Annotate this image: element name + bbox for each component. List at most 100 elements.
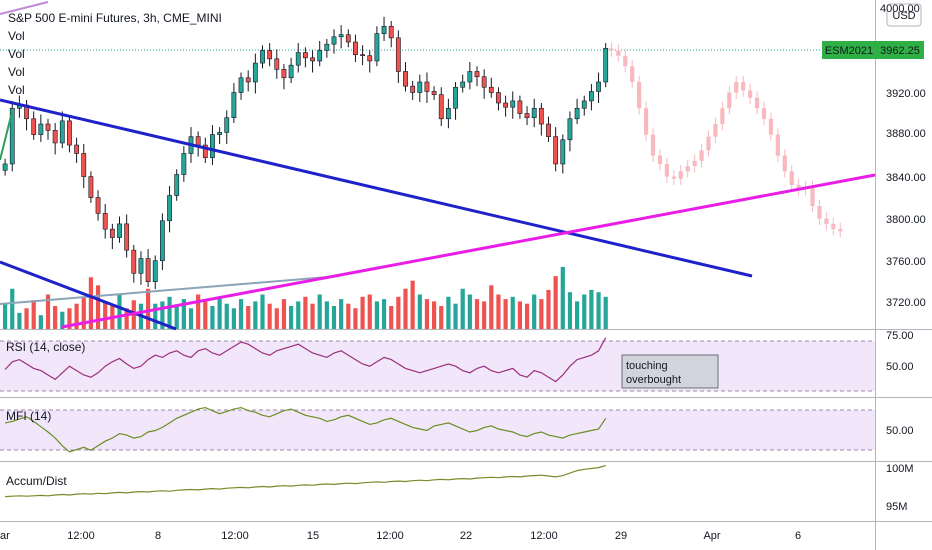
volume-bar [467,294,472,329]
mfi-band [0,410,875,450]
candle [395,30,401,84]
candle [353,34,358,63]
candle [117,216,122,243]
volume-bar [596,292,601,329]
svg-text:overbought: overbought [626,374,681,386]
candle [603,43,609,88]
volume-bar [432,301,437,329]
volume-bar [296,301,301,329]
chart-title: S&P 500 E-mini Futures, 3h, CME_MINI [8,11,222,25]
projection-candle [831,217,836,236]
trendline-magenta[interactable] [61,173,876,329]
candle [195,131,201,157]
volume-bar [324,301,329,329]
candle [574,98,580,125]
projection-candle [650,128,656,162]
volume-bar [331,306,337,329]
candle [345,29,351,48]
projection-candle [748,84,753,105]
candle [567,111,573,152]
trendline-grey[interactable] [0,275,341,305]
projection-candle [817,199,822,225]
volume-bar [45,294,51,329]
volume-bar [482,301,487,329]
projection-candle [616,44,621,63]
rsi-tick-50: 50.00 [886,361,914,373]
volume-bar [532,294,537,329]
candle [131,244,137,283]
volume-bar [88,277,93,329]
candle [474,66,480,87]
volume-bar [439,306,444,329]
volume-bar [160,301,165,329]
volume-bar [181,299,186,329]
candle [138,251,144,285]
volume-bar [460,288,465,329]
volume-bar [246,306,251,329]
volume-bar [153,303,158,329]
price-tick: 3760.00 [886,256,926,268]
candle [281,64,287,90]
volume-bar [317,294,322,329]
projection-candle [637,75,642,115]
candle [431,86,437,100]
ad-tick-95m: 95M [886,501,907,513]
volume-bar [146,288,151,329]
candle [503,95,508,117]
projection-candle [685,159,690,178]
volume-bar [167,296,172,329]
volume-bar [224,303,229,329]
time-tick: 22 [460,530,472,542]
volume-bar [217,296,222,329]
volume-bar [403,288,408,329]
currency-button[interactable]: USD [886,3,922,27]
candle [417,74,423,102]
trendline-blue-upper[interactable] [0,98,753,278]
candle [245,70,251,92]
volume-bar [575,301,580,329]
vol-label-1: Vol [8,29,25,43]
projection-candle [838,222,843,238]
volume-bar [17,312,22,329]
candle [546,116,551,142]
candle [224,110,230,145]
trendline-top-corner[interactable] [0,1,49,15]
candle [496,87,501,111]
scroll-corner[interactable] [876,522,932,550]
price-tick: 3840.00 [886,172,926,184]
volume-bar [103,301,108,329]
candle [174,169,180,201]
trendline-green-stub[interactable] [0,111,13,161]
volume-bar [603,296,608,329]
candle [338,25,344,49]
candle [410,80,416,100]
candle [102,203,108,239]
volume-bar [510,296,515,329]
candle [531,98,537,128]
time-tick: Apr [703,530,720,542]
volume-bar [260,294,265,329]
candle [45,118,51,140]
time-tick: 12:00 [221,530,249,542]
candle [288,57,294,84]
trendline-blue-lower[interactable] [0,260,177,331]
volume-bar [346,303,351,329]
time-tick: 6 [795,530,801,542]
volume-bar [567,292,573,329]
svg-text:3962.25: 3962.25 [880,45,920,57]
candle [74,137,79,163]
volume-bar [496,294,501,329]
svg-text:USD: USD [892,10,915,22]
time-tick: 15 [307,530,319,542]
candle [31,111,37,140]
price-candles [2,16,609,290]
volume-bar [60,311,65,329]
volume-bar [474,299,480,329]
price-tick: 3920.00 [886,88,926,100]
overbought-note[interactable]: touching overbought [621,354,719,389]
volume-bar [281,299,287,329]
candle [95,190,101,221]
volume-bar [203,301,208,329]
volume-bar [310,303,315,329]
projection-candle [692,154,697,173]
